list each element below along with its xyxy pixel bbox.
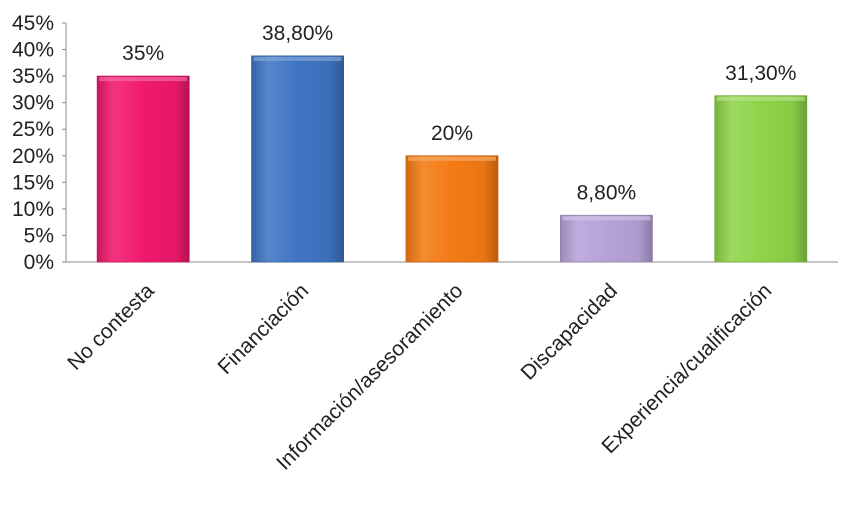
x-tick-label: Experiencia/cualificación: [597, 279, 776, 458]
y-tick-label: 20%: [12, 145, 54, 168]
bar: [714, 95, 808, 263]
y-tick-label: 25%: [12, 118, 54, 141]
y-tick-label: 5%: [24, 224, 54, 247]
x-tick-label: Discapacidad: [517, 279, 622, 384]
bars-group: [96, 55, 808, 263]
y-tick-label: 30%: [12, 92, 54, 115]
x-tick-label: Financiación: [213, 279, 313, 379]
bar: [251, 55, 345, 263]
x-tick-label: Información/asesoramiento: [272, 279, 467, 474]
data-label: 31,30%: [725, 62, 796, 85]
bar-highlight: [408, 156, 496, 161]
bar-highlight: [99, 77, 188, 82]
y-tick-label: 45%: [12, 12, 54, 35]
x-axis: No contesta FinanciaciónInformación/aseso…: [63, 279, 776, 475]
bar: [405, 155, 499, 263]
data-label: 20%: [431, 122, 473, 145]
bar-highlight: [716, 96, 805, 101]
y-tick-label: 0%: [24, 251, 54, 274]
data-label: 35%: [122, 42, 164, 65]
y-tick-label: 40%: [12, 39, 54, 62]
x-tick-label: No contesta: [63, 279, 159, 375]
y-tick-label: 10%: [12, 198, 54, 221]
y-tick-label: 15%: [12, 171, 54, 194]
bar: [560, 214, 653, 263]
bar: [96, 75, 190, 263]
y-tick-label: 35%: [12, 65, 54, 88]
data-label: 8,80%: [577, 181, 637, 204]
data-label: 38,80%: [262, 22, 333, 45]
data-labels-group: 35% 38,80% 20% 8,80% 31,30%: [122, 22, 796, 204]
bar-highlight: [562, 216, 651, 221]
y-axis: 0% 5% 10% 15% 20% 25% 30% 35% 40% 45%: [12, 12, 66, 274]
bar-highlight: [253, 56, 342, 61]
